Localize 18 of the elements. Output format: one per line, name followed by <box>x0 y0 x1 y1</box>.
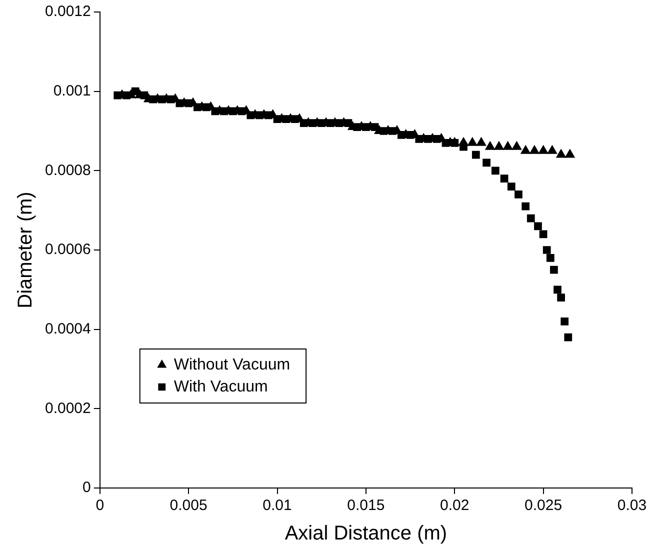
y-tick-label: 0.0002 <box>44 400 91 417</box>
x-tick-label: 0.025 <box>524 497 562 514</box>
x-tick-label: 0.03 <box>617 497 647 514</box>
x-tick-label: 0.015 <box>347 497 385 514</box>
y-tick-label: 0.001 <box>53 82 91 100</box>
x-tick-label: 0.005 <box>170 497 208 514</box>
y-axis-title: Diameter (m) <box>14 192 37 308</box>
y-tick-label: 0.0004 <box>44 320 91 338</box>
legend-label: With Vacuum <box>174 378 268 396</box>
y-tick-label: 0 <box>82 479 91 496</box>
legend-label: Without Vacuum <box>174 356 290 374</box>
x-tick-label: 0.02 <box>440 497 470 514</box>
x-axis-title: Axial Distance (m) <box>284 522 448 545</box>
x-tick-label: 0.01 <box>262 497 292 514</box>
x-tick-label: 0 <box>96 497 104 514</box>
y-tick-label: 0.0008 <box>44 162 91 179</box>
y-tick-label: 0.0012 <box>44 3 91 20</box>
y-tick-label: 0.0006 <box>44 241 91 258</box>
